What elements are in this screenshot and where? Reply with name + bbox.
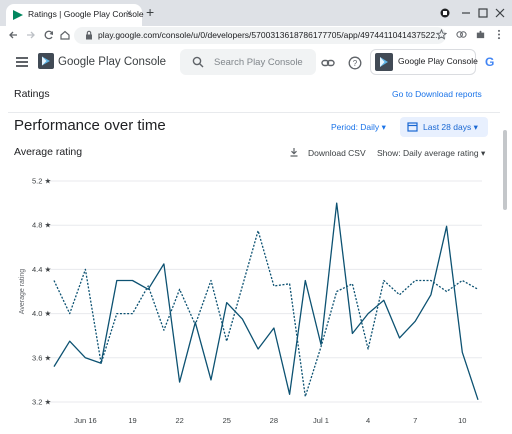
- close-window-icon[interactable]: [495, 8, 505, 18]
- forward-icon[interactable]: [26, 30, 36, 40]
- home-icon[interactable]: [60, 30, 70, 40]
- series-line-solid: [53, 202, 479, 401]
- lock-icon[interactable]: [84, 30, 94, 40]
- x-tick-label: Jun 16: [74, 416, 97, 425]
- chart-title: Average rating: [14, 146, 83, 158]
- record-icon[interactable]: [440, 8, 450, 18]
- svg-text:?: ?: [353, 59, 358, 68]
- chevron-down-icon: ▾: [381, 122, 386, 132]
- help-icon[interactable]: ?: [348, 56, 362, 70]
- x-tick-label: 28: [270, 416, 278, 425]
- date-range-button[interactable]: [400, 117, 488, 137]
- puzzle-icon[interactable]: [475, 29, 486, 40]
- x-tick-label: 19: [128, 416, 136, 425]
- x-tick-label: 25: [223, 416, 231, 425]
- scrollbar[interactable]: [503, 130, 507, 210]
- page-title: Ratings: [14, 88, 50, 100]
- x-tick-label: 7: [413, 416, 417, 425]
- reload-icon[interactable]: [44, 30, 54, 40]
- product-name[interactable]: Google Play Console: [58, 56, 167, 68]
- new-tab-button[interactable]: +: [146, 4, 155, 20]
- series-line-dotted: [53, 230, 479, 398]
- minimize-icon[interactable]: [461, 8, 471, 18]
- url-text[interactable]: play.google.com/console/u/0/developers/5…: [98, 30, 443, 40]
- x-tick-label: 10: [458, 416, 466, 425]
- show-select[interactable]: Show: Daily average rating ▾: [377, 148, 485, 159]
- divider: [8, 112, 500, 113]
- period-select[interactable]: Period: Daily ▾: [331, 122, 386, 133]
- y-axis-label: Average rating: [19, 269, 26, 315]
- bookmark-star-icon[interactable]: [436, 29, 447, 40]
- download-csv-button[interactable]: Download CSV: [308, 148, 366, 158]
- tab-title: Ratings | Google Play Console: [28, 9, 144, 19]
- play-console-logo-icon: [38, 53, 54, 69]
- chevron-down-icon: ▾: [473, 122, 478, 132]
- section-title: Performance over time: [14, 117, 166, 134]
- extension-icon[interactable]: [456, 29, 467, 40]
- chevron-down-icon: ▾: [480, 148, 486, 158]
- developer-name: Google Play Console: [398, 56, 478, 66]
- calendar-icon: [407, 122, 418, 132]
- date-range-label[interactable]: Last 28 days ▾: [423, 122, 478, 133]
- x-tick-label: 22: [175, 416, 183, 425]
- menu-dots-icon[interactable]: [496, 29, 502, 40]
- y-tick-label: 5.2 ★: [32, 177, 52, 186]
- developer-avatar-icon: [375, 53, 393, 71]
- main-content: [0, 80, 512, 434]
- browser-tab[interactable]: Ratings | Google Play Console ×: [6, 4, 144, 26]
- rating-chart: 5.2 ★ 4.8 ★ 4.4 ★ 4.0 ★ 3.6 ★ 3.2 ★ Jun 16 19 22…: [19, 177, 482, 425]
- menu-icon[interactable]: [16, 57, 28, 67]
- show-select-label: Show: Daily average rating: [377, 148, 479, 158]
- search-input[interactable]: Search Play Console: [214, 57, 303, 68]
- date-range-text: Last 28 days: [423, 122, 472, 132]
- maximize-icon[interactable]: [478, 8, 488, 18]
- x-tick-label: Jul 1: [313, 416, 329, 425]
- download-reports-link[interactable]: Go to Download reports: [392, 89, 482, 99]
- period-select-label: Period: Daily: [331, 122, 380, 132]
- tab-close-icon[interactable]: ×: [126, 8, 132, 19]
- play-console-favicon: [13, 10, 23, 20]
- y-tick-label: 4.8 ★: [32, 221, 52, 230]
- x-tick-label: 4: [366, 416, 370, 425]
- google-account-icon[interactable]: G: [485, 55, 495, 69]
- search-icon[interactable]: [192, 56, 204, 68]
- y-tick-label: 3.6 ★: [32, 353, 52, 362]
- y-tick-label: 4.0 ★: [32, 309, 52, 318]
- y-tick-label: 3.2 ★: [32, 398, 52, 407]
- download-icon[interactable]: [289, 147, 299, 157]
- y-tick-label: 4.4 ★: [32, 265, 52, 274]
- link-icon[interactable]: [321, 56, 335, 70]
- address-bar[interactable]: [74, 27, 446, 44]
- back-icon[interactable]: [8, 30, 18, 40]
- search-box[interactable]: [180, 49, 316, 75]
